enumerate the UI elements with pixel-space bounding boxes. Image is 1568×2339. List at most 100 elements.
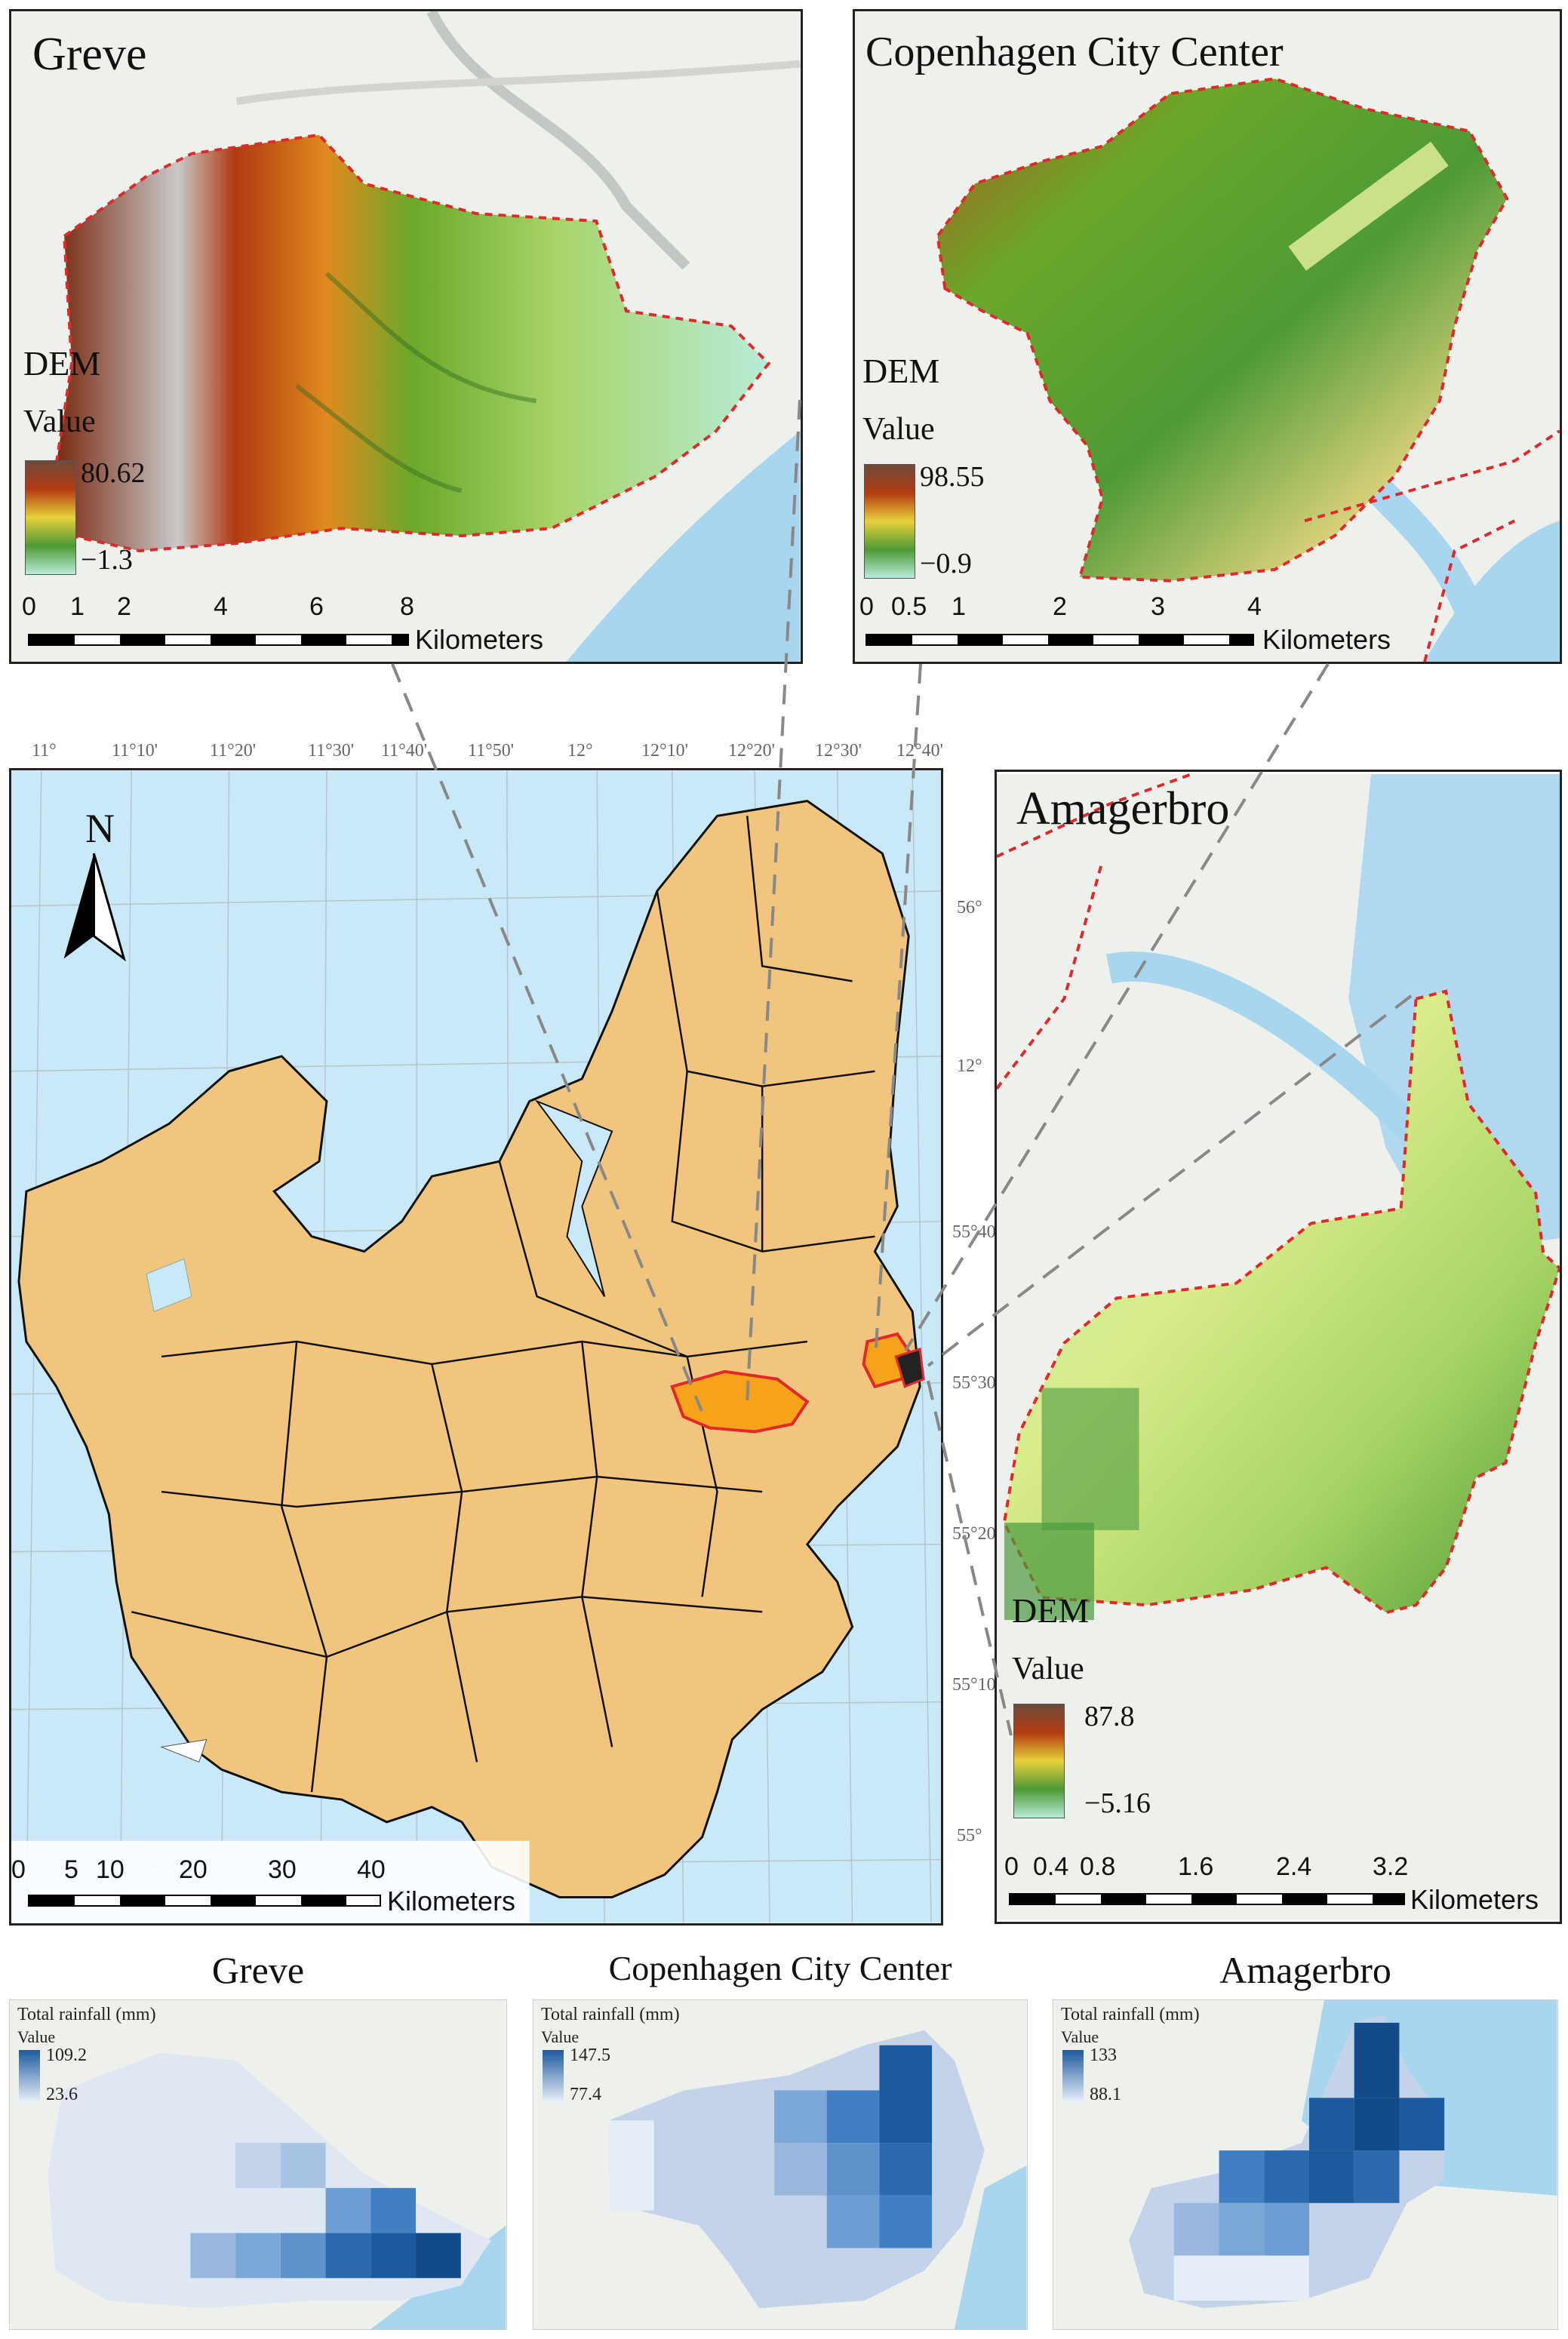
greve-scale-tick: 0: [22, 592, 36, 621]
rain-amagerbro-title: Amagerbro: [1219, 1949, 1391, 1991]
overview-scale-tick: 30: [268, 1855, 297, 1884]
amagerbro-dem-map: [997, 773, 1560, 1919]
greve-dem-panel: Greve DEM Value 80.62 −1.3 0 1 2 4 6 8 K…: [9, 9, 803, 664]
copenhagen-scale-unit: Kilometers: [1262, 624, 1391, 655]
copenhagen-scale-bar: [865, 634, 1254, 646]
copenhagen-dem-title: Copenhagen City Center: [865, 29, 1284, 75]
rain-copenhagen-map: [533, 2000, 1027, 2329]
overview-scale-tick: 0: [11, 1855, 26, 1884]
overview-scale-unit: Kilometers: [387, 1886, 516, 1916]
lon-label: 11°40': [381, 741, 428, 761]
copenhagen-scale-tick: 0.5: [891, 592, 927, 621]
rain-copenhagen-max: 147.5: [570, 2045, 610, 2065]
rain-copenhagen-title: Copenhagen City Center: [608, 1949, 952, 1987]
copenhagen-dem-panel: Copenhagen City Center DEM Value 98.55 −…: [853, 9, 1562, 664]
amagerbro-dem-legend-title: DEM: [1012, 1591, 1090, 1630]
lon-label: 12°: [567, 741, 593, 761]
greve-scale-tick: 4: [214, 592, 228, 621]
rain-copenhagen-legend-subtitle: Value: [541, 2027, 580, 2046]
rain-copenhagen-panel: Total rainfall (mm) Value 147.5 77.4: [533, 1999, 1028, 2330]
lon-label: 12°20': [728, 741, 775, 761]
amagerbro-scale-unit: Kilometers: [1410, 1884, 1539, 1915]
overview-scale-tick: 20: [179, 1855, 208, 1884]
rain-greve-title: Greve: [211, 1949, 305, 1991]
rain-copenhagen-legend-title: Total rainfall (mm): [541, 2005, 680, 2024]
rain-greve-max: 109.2: [46, 2045, 87, 2065]
amagerbro-scale-tick: 0: [1004, 1852, 1019, 1881]
lon-label: 12°10': [641, 741, 688, 761]
rain-greve-map: [10, 2000, 506, 2329]
lat-label: 55°20': [952, 1524, 999, 1544]
amagerbro-dem-title: Amagerbro: [1016, 783, 1230, 834]
rain-greve-legend-title: Total rainfall (mm): [17, 2005, 156, 2024]
lon-label: 12°30': [815, 741, 862, 761]
greve-scale-bar: [28, 634, 409, 646]
rain-amagerbro-legend-title: Total rainfall (mm): [1061, 2005, 1200, 2024]
amagerbro-dem-min: −5.16: [1084, 1787, 1151, 1819]
lat-label: 12°: [957, 1056, 982, 1076]
greve-dem-area: [55, 133, 771, 553]
amagerbro-dem-panel: Amagerbro DEM Value 87.8 −5.16 0 0.4 0.8…: [995, 770, 1562, 1924]
lon-label: 11°: [32, 741, 57, 761]
overview-scale-tick: 40: [357, 1855, 386, 1884]
copenhagen-dem-max: 98.55: [920, 461, 985, 493]
rain-greve-legend-subtitle: Value: [17, 2027, 56, 2046]
overview-scale-tick: 10: [96, 1855, 125, 1884]
copenhagen-scale-tick: 2: [1053, 592, 1067, 621]
copenhagen-dem-legend-subtitle: Value: [862, 412, 935, 447]
copenhagen-dem-map: [855, 11, 1560, 662]
greve-scale-tick: 1: [70, 592, 85, 621]
copenhagen-dem-colorbar: [864, 464, 915, 579]
greve-dem-title: Greve: [32, 29, 147, 80]
rain-copenhagen-min: 77.4: [570, 2085, 601, 2104]
amagerbro-scale-tick: 1.6: [1178, 1852, 1214, 1881]
amagerbro-scale-tick: 2.4: [1276, 1852, 1312, 1881]
amagerbro-dem-colorbar: [1013, 1704, 1065, 1818]
rain-greve-min: 23.6: [46, 2085, 78, 2104]
amagerbro-scale-tick: 3.2: [1373, 1852, 1409, 1881]
copenhagen-scale-tick: 1: [952, 592, 966, 621]
greve-dem-colorbar: [25, 460, 76, 575]
lat-label: 55°: [957, 1826, 982, 1846]
greve-dem-map: [11, 11, 801, 662]
lon-label: 11°50': [468, 741, 515, 761]
north-label: N: [85, 806, 115, 851]
rain-amagerbro-max: 133: [1090, 2045, 1117, 2065]
rain-copenhagen-colorbar: [543, 2050, 564, 2103]
copenhagen-dem-legend-title: DEM: [862, 352, 940, 390]
greve-scale-tick: 6: [309, 592, 324, 621]
greve-scale-tick: 2: [117, 592, 131, 621]
amagerbro-scale-bar: [1009, 1893, 1405, 1905]
amagerbro-dem-max: 87.8: [1084, 1701, 1135, 1732]
lon-label: 12°40': [896, 741, 943, 761]
greve-scale-tick: 8: [400, 592, 414, 621]
greve-dem-legend-title: DEM: [23, 344, 101, 383]
rain-amagerbro-colorbar: [1062, 2050, 1084, 2103]
copenhagen-scale-tick: 0: [859, 592, 874, 621]
rain-amagerbro-legend-subtitle: Value: [1061, 2027, 1099, 2046]
rain-greve-colorbar: [19, 2050, 40, 2103]
lat-label: 56°: [957, 898, 982, 917]
rain-amagerbro-map: [1053, 2000, 1557, 2329]
overview-map: [11, 770, 941, 1923]
amagerbro-scale-tick: 0.8: [1080, 1852, 1116, 1881]
lat-label: 55°40': [952, 1222, 999, 1242]
greve-dem-min: −1.3: [81, 544, 133, 576]
lon-label: 11°30': [308, 741, 355, 761]
greve-dem-max: 80.62: [81, 457, 146, 489]
overview-map-panel: N 0 5 10 20 30 40 Kilometers: [9, 768, 943, 1926]
rain-greve-panel: Total rainfall (mm) Value 109.2 23.6: [9, 1999, 507, 2330]
lat-label: 55°10': [952, 1675, 999, 1695]
rain-amagerbro-min: 88.1: [1090, 2085, 1121, 2104]
greve-scale-unit: Kilometers: [415, 624, 544, 655]
copenhagen-scale-tick: 3: [1151, 592, 1165, 621]
copenhagen-dem-min: −0.9: [920, 548, 972, 579]
rain-amagerbro-panel: Total rainfall (mm) Value 133 88.1: [1053, 1999, 1558, 2330]
lon-label: 11°20': [210, 741, 257, 761]
lat-label: 55°30': [952, 1373, 999, 1393]
copenhagen-scale-tick: 4: [1247, 592, 1262, 621]
greve-dem-legend-subtitle: Value: [23, 404, 96, 439]
amagerbro-dem-legend-subtitle: Value: [1012, 1652, 1084, 1686]
overview-scale-tick: 5: [64, 1855, 78, 1884]
amagerbro-scale-tick: 0.4: [1033, 1852, 1069, 1881]
